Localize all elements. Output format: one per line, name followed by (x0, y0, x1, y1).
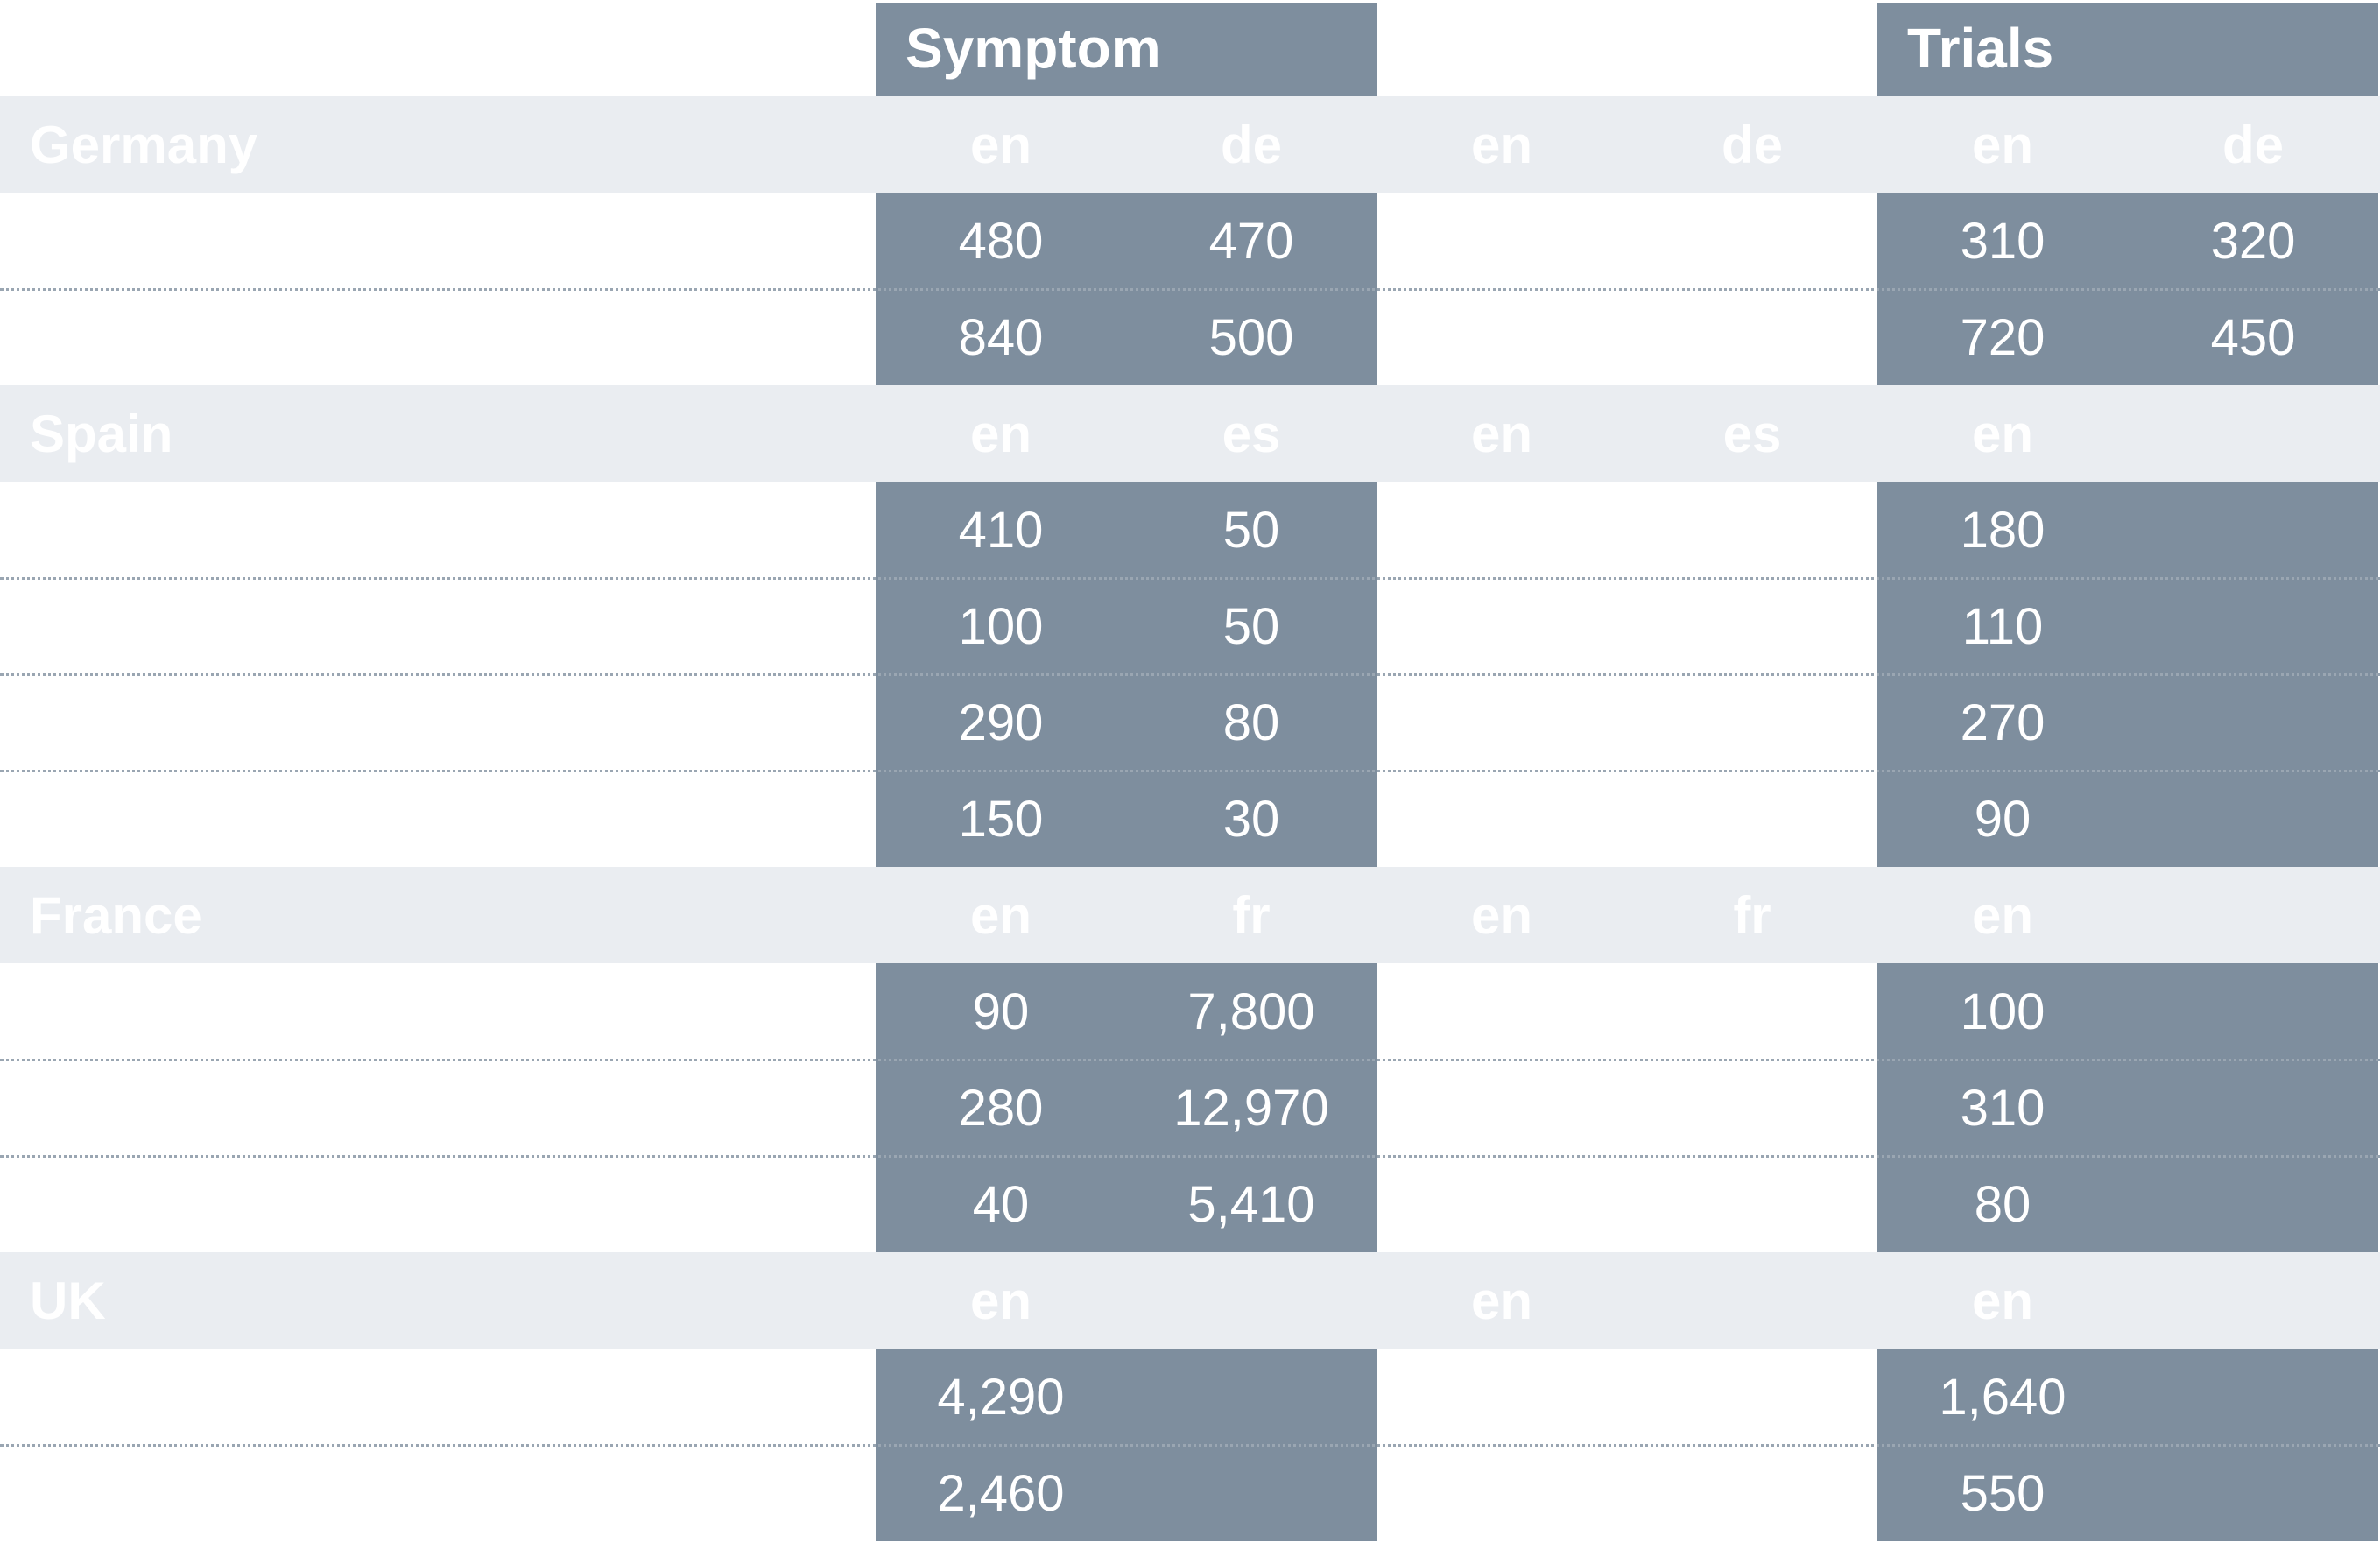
table-cell: 90 (972, 983, 1030, 1040)
table-cell: 5,410 (1187, 1175, 1315, 1233)
language-label: en (1470, 1271, 1533, 1330)
language-label: en (969, 115, 1032, 174)
column-group-header: Trials (1907, 17, 2054, 80)
language-label: en (1971, 404, 2034, 463)
table-cell: 290 (958, 694, 1044, 751)
language-label: en (969, 404, 1032, 463)
table-cell: 150 (958, 790, 1044, 848)
section-band (0, 1252, 2380, 1349)
row-separator (0, 770, 2380, 772)
table-cell: 280 (958, 1079, 1044, 1137)
group-header-fill (876, 3, 1377, 96)
row-separator (0, 1059, 2380, 1061)
row-separator (0, 673, 2380, 676)
table-cell: 90 (1974, 790, 2031, 848)
row-separator (0, 577, 2380, 580)
section-band (0, 96, 2380, 193)
language-label: en (1470, 885, 1533, 945)
table-cell: 470 (1208, 212, 1294, 270)
shaded-column-block (876, 963, 1377, 1252)
language-label: es (1722, 404, 1782, 463)
table-cell: 2,460 (937, 1464, 1065, 1522)
table-cell: 550 (1960, 1464, 2046, 1522)
table-cell: 500 (1208, 308, 1294, 366)
language-label: en (1470, 115, 1533, 174)
language-label: en (1470, 404, 1533, 463)
table-cell: 40 (972, 1175, 1030, 1233)
table-cell: 270 (1960, 694, 2046, 751)
table-cell: 720 (1960, 308, 2046, 366)
table-cell: 1,640 (1939, 1368, 2067, 1426)
language-label: fr (1733, 885, 1771, 945)
table-cell: 110 (1961, 597, 2044, 655)
table-cell: 80 (1222, 694, 1280, 751)
language-label: en (969, 885, 1032, 945)
row-separator (0, 1155, 2380, 1158)
section-band (0, 385, 2380, 482)
shaded-column-block (1877, 963, 2378, 1252)
table-cell: 320 (2210, 212, 2296, 270)
table-cell: 100 (1960, 983, 2046, 1040)
language-label: de (1721, 115, 1784, 174)
language-label: de (1220, 115, 1283, 174)
table-cell: 7,800 (1187, 983, 1315, 1040)
row-separator (0, 1444, 2380, 1447)
row-separator (0, 288, 2380, 291)
column-group-header: Symptom (905, 17, 1161, 80)
table-cell: 12,970 (1173, 1079, 1329, 1137)
country-label: Germany (30, 115, 258, 174)
table-cell: 840 (958, 308, 1044, 366)
country-label: Spain (30, 404, 173, 463)
table-cell: 80 (1974, 1175, 2031, 1233)
group-header-fill (1877, 3, 2378, 96)
country-label: UK (30, 1271, 106, 1330)
language-label: en (1971, 885, 2034, 945)
table-cell: 50 (1222, 597, 1280, 655)
language-label: en (1971, 115, 2034, 174)
table-cell: 310 (1960, 1079, 2046, 1137)
language-label: en (969, 1271, 1032, 1330)
table-cell: 310 (1960, 212, 2046, 270)
section-band (0, 867, 2380, 963)
table-cell: 30 (1222, 790, 1280, 848)
table-cell: 180 (1960, 501, 2046, 559)
table-cell: 50 (1222, 501, 1280, 559)
language-label: es (1222, 404, 1281, 463)
table-cell: 480 (958, 212, 1044, 270)
table-cell: 410 (958, 501, 1044, 559)
language-label: en (1971, 1271, 2034, 1330)
table-cell: 100 (958, 597, 1044, 655)
language-label: de (2222, 115, 2285, 174)
table-cell: 4,290 (937, 1368, 1065, 1426)
language-label: fr (1232, 885, 1271, 945)
table-cell: 450 (2210, 308, 2296, 366)
country-label: France (30, 885, 202, 945)
